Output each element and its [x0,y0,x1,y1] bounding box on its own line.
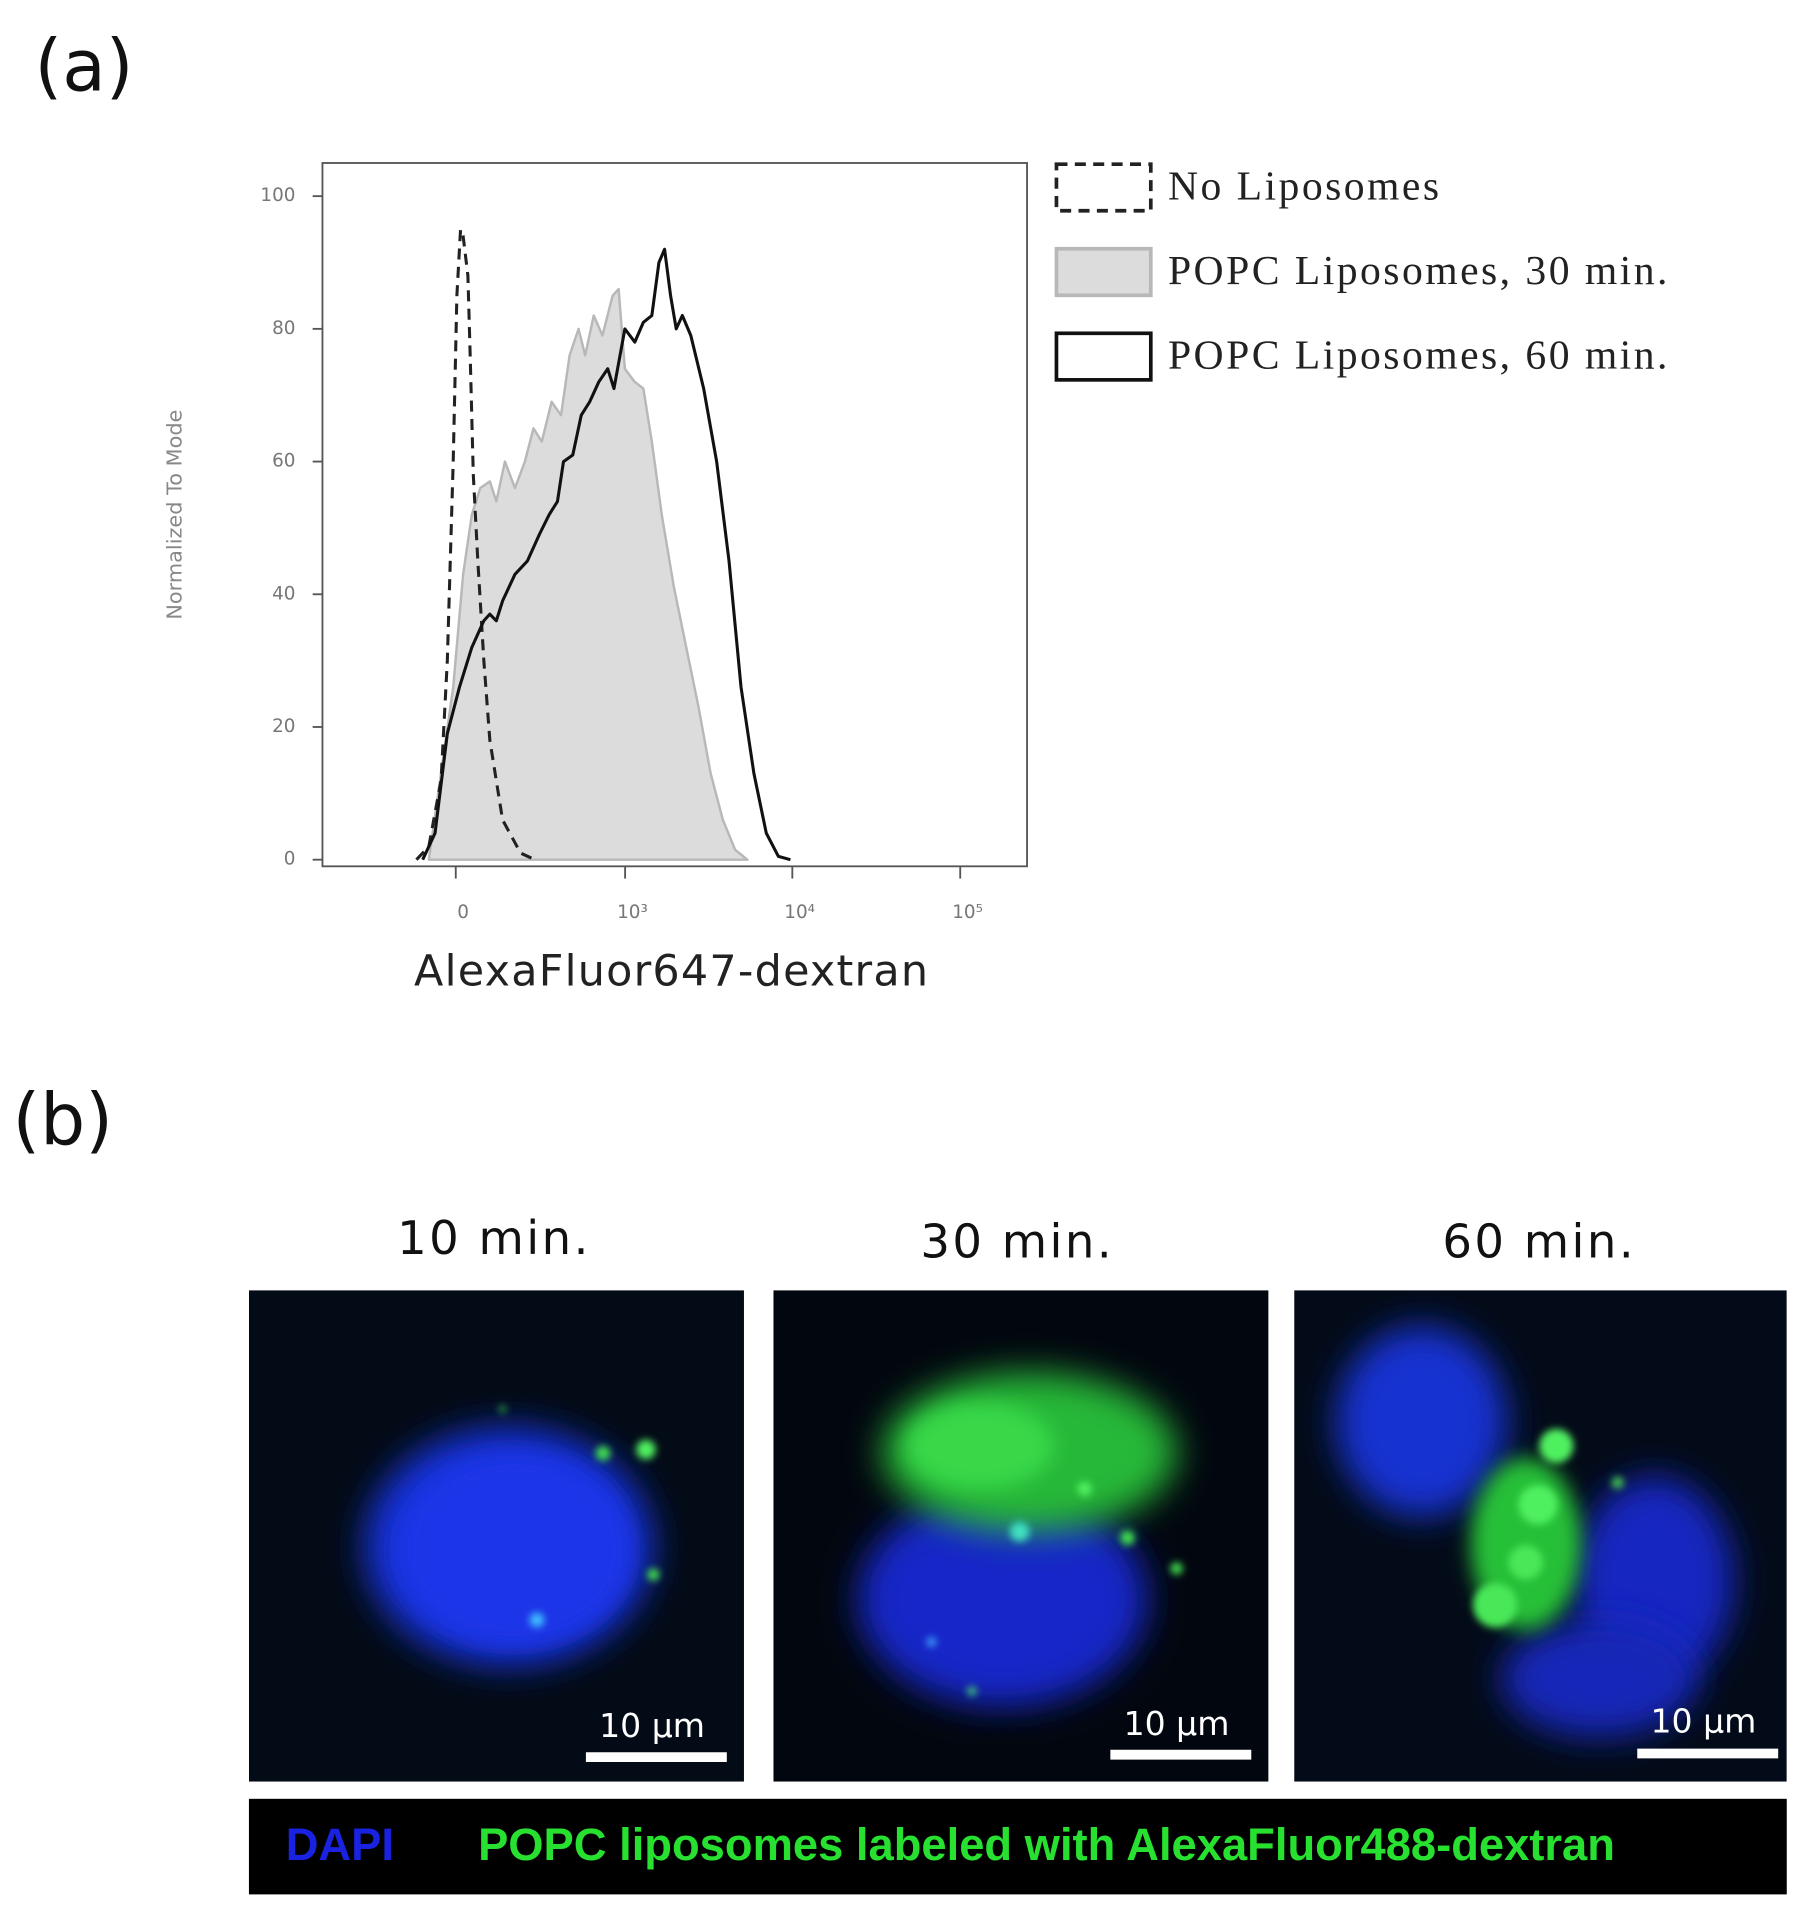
x-tick-label: 0 [457,902,469,923]
panel-label: (a) [34,25,133,108]
histogram: 0 20 40 60 80 100 0 10³ 10⁴ 10⁵ [260,162,1028,923]
scale-bar-label: 10 µm [599,1706,705,1745]
legend-swatch [1054,331,1153,382]
legend-label: POPC Liposomes, 30 min. [1168,248,1670,294]
caption-dapi: DAPI [286,1819,394,1870]
y-tick-label: 0 [284,849,296,870]
x-axis-label: AlexaFluor647-dextran [414,947,929,997]
x-tick-label: 10⁴ [784,902,815,923]
legend: No Liposomes POPC Liposomes, 30 min. POPC … [1054,162,1670,382]
panel-label: (b) [12,1078,113,1161]
legend-swatch [1054,162,1153,213]
micrograph [248,1290,744,1782]
image-title: 60 min. [1442,1214,1636,1268]
y-axis-label: Normalized To Mode [162,410,186,620]
micrograph [773,1290,1269,1782]
y-tick-label: 60 [272,451,295,472]
scale-bar-label: 10 µm [1650,1701,1756,1740]
legend-swatch [1054,246,1153,298]
legend-label: No Liposomes [1168,163,1442,209]
scale-bar-label: 10 µm [1124,1704,1230,1743]
plot-frame [321,162,1028,868]
y-tick-label: 100 [260,185,295,206]
caption-liposomes: POPC liposomes labeled with AlexaFluor48… [478,1819,1615,1870]
caption-box [248,1798,1787,1895]
histogram-curve [427,287,749,861]
y-tick-label: 40 [272,583,295,604]
micrograph [1294,1290,1787,1782]
histogram-curve [415,227,536,862]
y-tick-label: 20 [272,716,295,737]
x-tick-label: 10³ [617,902,648,923]
image-title: 10 min. [397,1211,591,1265]
histogram-curve [421,247,791,862]
y-tick-label: 80 [272,318,295,339]
legend-label: POPC Liposomes, 60 min. [1168,333,1670,379]
image-title: 30 min. [920,1214,1114,1268]
x-tick-label: 10⁵ [952,902,983,923]
